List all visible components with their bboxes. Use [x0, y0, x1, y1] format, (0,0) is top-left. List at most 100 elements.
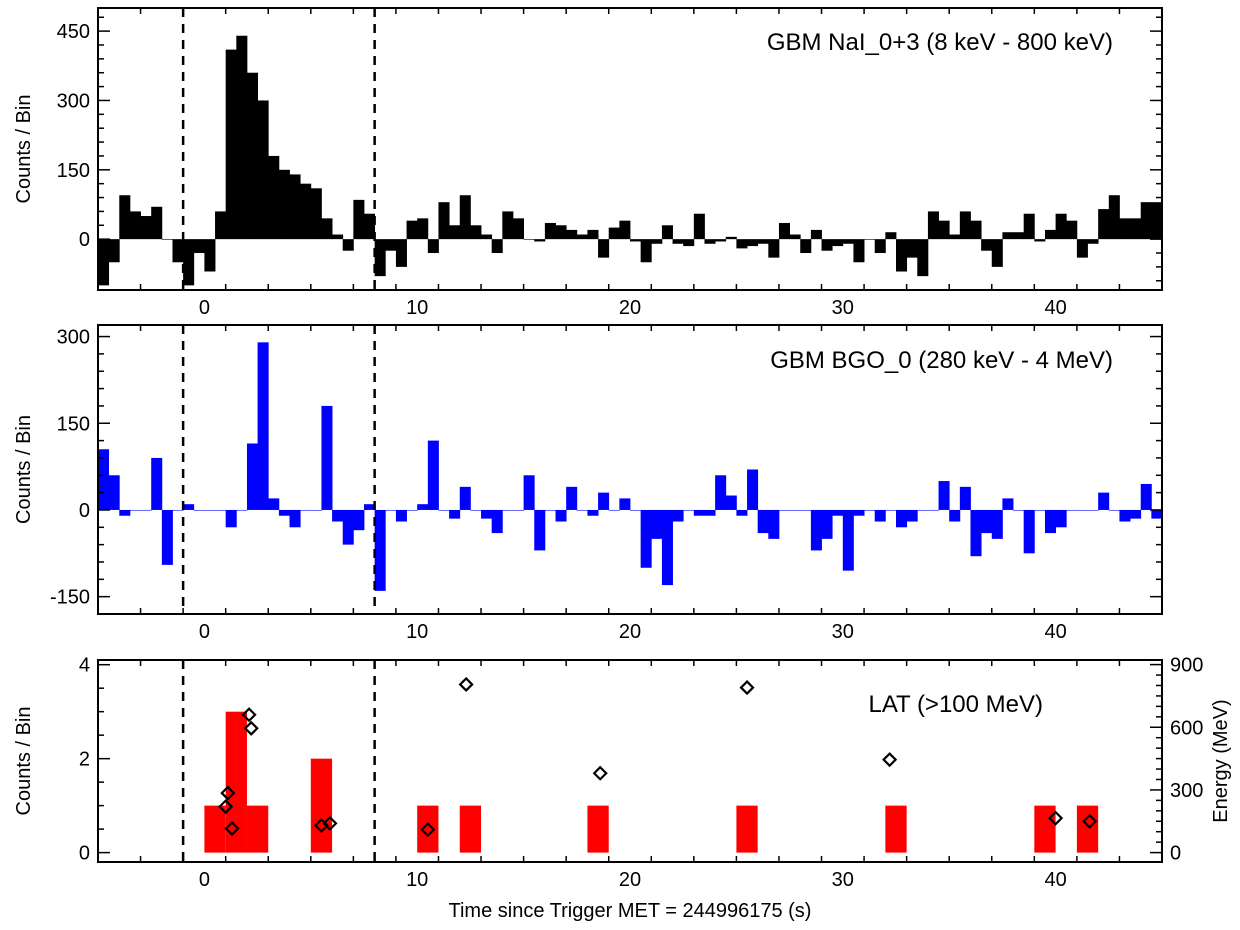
bar	[512, 509, 524, 511]
bar	[204, 805, 226, 853]
y-tick-label: 300	[57, 327, 90, 349]
bar	[385, 239, 397, 251]
photon-marker	[882, 752, 898, 768]
bar	[438, 509, 450, 511]
bar	[1098, 492, 1110, 510]
bar	[757, 509, 769, 534]
bar	[1013, 232, 1025, 240]
y-tick-label: 0	[79, 229, 90, 251]
bar	[406, 509, 418, 511]
photon-marker	[243, 720, 259, 736]
photon-marker	[1082, 813, 1098, 829]
bar	[810, 509, 822, 551]
bar	[651, 239, 663, 244]
bar	[1183, 510, 1194, 511]
bar	[193, 509, 205, 511]
bar	[555, 225, 567, 240]
x-tick-label: 40	[1044, 621, 1066, 643]
photon-marker	[739, 680, 755, 696]
bar	[364, 504, 376, 510]
y2-tick-label: 900	[1170, 655, 1203, 677]
bar	[630, 509, 642, 511]
bar	[1162, 239, 1173, 260]
bar	[129, 211, 141, 240]
bar	[864, 509, 876, 511]
bar	[544, 222, 556, 240]
bar	[278, 169, 290, 240]
bar	[332, 509, 344, 522]
bar	[140, 216, 152, 240]
bar	[374, 239, 386, 277]
bar	[449, 225, 461, 240]
x-tick-label: 10	[406, 621, 428, 643]
bar	[800, 239, 812, 254]
bar	[778, 222, 790, 240]
bar	[874, 509, 886, 522]
bar	[310, 758, 333, 853]
bar	[619, 220, 631, 240]
bar	[161, 509, 173, 565]
bar	[1140, 202, 1152, 240]
panel-label: GBM BGO_0 (280 keV - 4 MeV)	[770, 347, 1113, 374]
bar	[204, 509, 216, 511]
bar	[1098, 209, 1110, 240]
bar	[917, 239, 929, 277]
panel-2: 0 10 20 30 40 -150 0 150 300 Counts / Bin GBM BGO_…	[13, 324, 1226, 643]
bar	[693, 213, 705, 240]
bar	[1215, 510, 1226, 545]
bar	[715, 239, 727, 242]
bar	[640, 239, 652, 263]
x-tick-label: 10	[406, 297, 428, 319]
bar	[1119, 509, 1131, 522]
bar	[310, 509, 322, 511]
bar	[342, 509, 354, 545]
bar	[1194, 510, 1205, 562]
bar	[502, 211, 514, 240]
bar	[661, 509, 673, 586]
bar	[1087, 239, 1099, 244]
bar	[236, 35, 248, 240]
bar	[1151, 509, 1162, 519]
bar	[598, 492, 610, 510]
bar	[236, 509, 248, 511]
bar	[1034, 509, 1046, 511]
bar	[970, 220, 982, 240]
y-tick-label: 300	[57, 90, 90, 112]
bar	[587, 509, 599, 516]
panel-frame	[97, 7, 1163, 291]
bar	[725, 495, 737, 510]
bar	[278, 509, 290, 516]
bar	[736, 805, 758, 853]
bar	[1076, 805, 1099, 853]
bar	[151, 457, 163, 510]
bar	[332, 234, 344, 240]
bar	[225, 49, 237, 240]
bar	[1236, 214, 1240, 239]
photon-marker	[224, 821, 240, 837]
x-tick-label: 20	[619, 297, 641, 319]
bar	[98, 239, 110, 286]
bar	[842, 509, 854, 571]
bar	[949, 509, 961, 522]
bar	[885, 805, 907, 853]
x-tick-label: 20	[619, 621, 641, 643]
bar	[630, 239, 642, 242]
bar	[959, 486, 971, 510]
bar	[810, 229, 822, 240]
bar	[459, 195, 471, 240]
bar	[959, 211, 971, 240]
x-axis-title: Time since Trigger MET = 244996175 (s)	[449, 900, 812, 922]
photon-marker	[218, 799, 234, 815]
x-tick-label: 30	[832, 621, 854, 643]
bar	[927, 211, 939, 240]
bar	[768, 239, 780, 258]
bar	[981, 509, 993, 534]
bar	[215, 211, 227, 240]
bar	[778, 509, 790, 511]
y-tick-label: 150	[57, 160, 90, 182]
bar	[1034, 805, 1056, 853]
x-tick-label: 0	[199, 621, 210, 643]
bar	[896, 509, 908, 528]
